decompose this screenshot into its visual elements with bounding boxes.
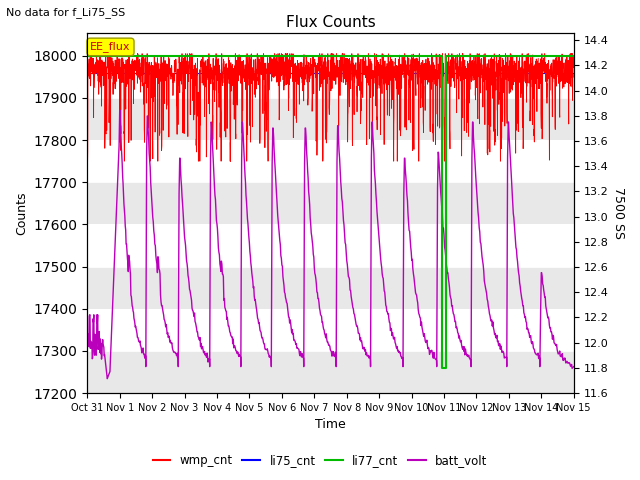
Y-axis label: Counts: Counts xyxy=(15,191,28,235)
Legend: wmp_cnt, li75_cnt, li77_cnt, batt_volt: wmp_cnt, li75_cnt, li77_cnt, batt_volt xyxy=(148,449,492,472)
Bar xyxy=(87,351,573,393)
Bar xyxy=(87,98,573,140)
Title: Flux Counts: Flux Counts xyxy=(285,15,376,30)
Bar xyxy=(87,182,573,225)
Bar xyxy=(87,266,573,309)
Y-axis label: 7500 SS: 7500 SS xyxy=(612,187,625,239)
X-axis label: Time: Time xyxy=(315,419,346,432)
Text: EE_flux: EE_flux xyxy=(90,41,131,52)
Text: No data for f_Li75_SS: No data for f_Li75_SS xyxy=(6,7,125,18)
